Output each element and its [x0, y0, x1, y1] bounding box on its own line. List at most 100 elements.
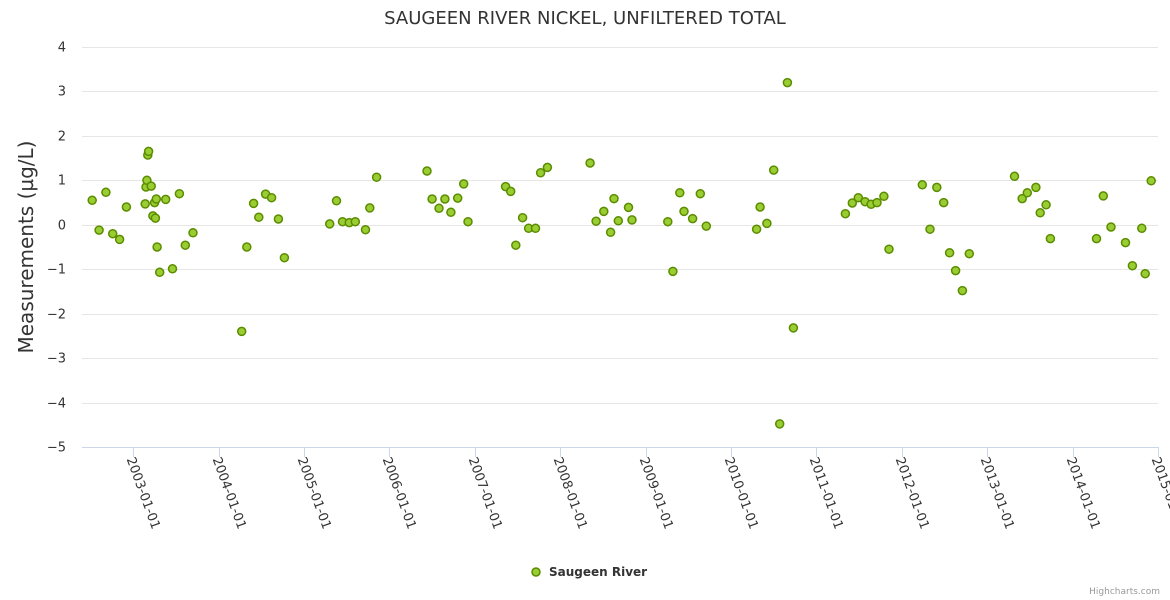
- data-point[interactable]: [151, 194, 162, 204]
- data-point[interactable]: [957, 285, 968, 296]
- data-point[interactable]: [150, 213, 161, 223]
- data-point[interactable]: [1035, 208, 1045, 218]
- legend[interactable]: Saugeen River: [531, 565, 647, 579]
- data-point[interactable]: [1098, 191, 1109, 201]
- data-point[interactable]: [360, 224, 371, 235]
- data-point[interactable]: [535, 168, 546, 178]
- data-point[interactable]: [107, 228, 118, 239]
- data-point[interactable]: [365, 203, 375, 213]
- data-point[interactable]: [458, 179, 469, 189]
- data-point[interactable]: [273, 214, 284, 224]
- data-point[interactable]: [242, 242, 252, 252]
- data-point[interactable]: [180, 240, 191, 250]
- data-point[interactable]: [1091, 233, 1102, 244]
- data-point[interactable]: [114, 234, 125, 245]
- data-point[interactable]: [1045, 233, 1056, 244]
- data-point[interactable]: [623, 202, 634, 213]
- data-point[interactable]: [925, 224, 935, 234]
- data-point[interactable]: [542, 162, 553, 173]
- data-point[interactable]: [768, 165, 779, 175]
- data-point[interactable]: [254, 212, 264, 222]
- data-point[interactable]: [121, 202, 132, 212]
- data-point[interactable]: [884, 244, 894, 254]
- data-point[interactable]: [154, 267, 165, 278]
- data-point[interactable]: [695, 188, 706, 199]
- data-point[interactable]: [1106, 222, 1116, 232]
- data-point[interactable]: [701, 221, 712, 231]
- data-point[interactable]: [530, 223, 541, 234]
- data-point[interactable]: [1009, 171, 1020, 182]
- data-point[interactable]: [755, 202, 765, 212]
- data-point[interactable]: [101, 187, 111, 198]
- data-point[interactable]: [1017, 193, 1027, 204]
- data-point[interactable]: [140, 199, 150, 209]
- data-point[interactable]: [932, 182, 942, 193]
- data-point[interactable]: [1041, 200, 1051, 210]
- data-point[interactable]: [788, 323, 799, 333]
- data-point[interactable]: [668, 266, 678, 277]
- data-point[interactable]: [174, 188, 185, 199]
- data-point[interactable]: [687, 213, 698, 224]
- data-point[interactable]: [505, 186, 516, 197]
- data-point[interactable]: [751, 224, 762, 234]
- data-point[interactable]: [422, 166, 432, 176]
- data-point[interactable]: [463, 216, 473, 227]
- data-point[interactable]: [1146, 176, 1156, 186]
- data-point[interactable]: [517, 212, 528, 223]
- data-point[interactable]: [279, 252, 290, 263]
- series-saugeen-river[interactable]: [87, 77, 1156, 429]
- data-point[interactable]: [146, 181, 156, 191]
- data-point[interactable]: [446, 207, 456, 218]
- data-point[interactable]: [87, 195, 97, 206]
- data-point[interactable]: [331, 196, 342, 206]
- data-point[interactable]: [350, 216, 361, 227]
- data-point[interactable]: [847, 198, 858, 208]
- data-point[interactable]: [511, 240, 521, 250]
- data-point[interactable]: [917, 180, 928, 190]
- data-point[interactable]: [609, 193, 619, 204]
- data-point[interactable]: [160, 194, 171, 205]
- data-point[interactable]: [1031, 182, 1041, 193]
- data-point[interactable]: [440, 194, 450, 204]
- data-point[interactable]: [964, 248, 975, 259]
- data-point[interactable]: [188, 228, 198, 238]
- data-point[interactable]: [167, 264, 178, 274]
- data-point[interactable]: [675, 188, 685, 198]
- legend-marker[interactable]: [531, 567, 541, 577]
- data-point[interactable]: [427, 194, 437, 204]
- data-point[interactable]: [938, 197, 949, 208]
- credits-link[interactable]: Highcharts.com: [1089, 587, 1160, 597]
- data-point[interactable]: [452, 193, 463, 203]
- data-point[interactable]: [840, 208, 851, 219]
- data-point[interactable]: [236, 326, 247, 337]
- legend-item-saugeen-river[interactable]: Saugeen River: [549, 565, 647, 579]
- data-point[interactable]: [944, 248, 955, 258]
- data-point[interactable]: [434, 203, 444, 214]
- data-point[interactable]: [872, 197, 882, 208]
- data-point[interactable]: [782, 77, 793, 88]
- data-point[interactable]: [663, 216, 673, 227]
- data-point[interactable]: [371, 172, 382, 182]
- data-point[interactable]: [627, 215, 637, 225]
- data-point[interactable]: [679, 206, 689, 217]
- data-point[interactable]: [605, 227, 616, 238]
- data-point[interactable]: [152, 242, 162, 252]
- data-point[interactable]: [950, 265, 961, 276]
- data-point[interactable]: [879, 191, 889, 202]
- data-point[interactable]: [1140, 268, 1150, 279]
- data-point[interactable]: [762, 218, 772, 229]
- data-point[interactable]: [774, 419, 785, 429]
- data-point[interactable]: [591, 216, 601, 226]
- data-point[interactable]: [613, 216, 624, 226]
- data-point[interactable]: [1127, 260, 1138, 271]
- data-point[interactable]: [599, 206, 609, 217]
- data-point[interactable]: [585, 158, 595, 168]
- data-point[interactable]: [1022, 188, 1033, 198]
- data-point[interactable]: [1137, 223, 1147, 234]
- data-point[interactable]: [143, 146, 154, 157]
- data-point[interactable]: [266, 192, 277, 203]
- data-point[interactable]: [1120, 237, 1131, 248]
- data-point[interactable]: [853, 192, 864, 203]
- data-point[interactable]: [324, 219, 335, 229]
- data-point[interactable]: [248, 198, 259, 209]
